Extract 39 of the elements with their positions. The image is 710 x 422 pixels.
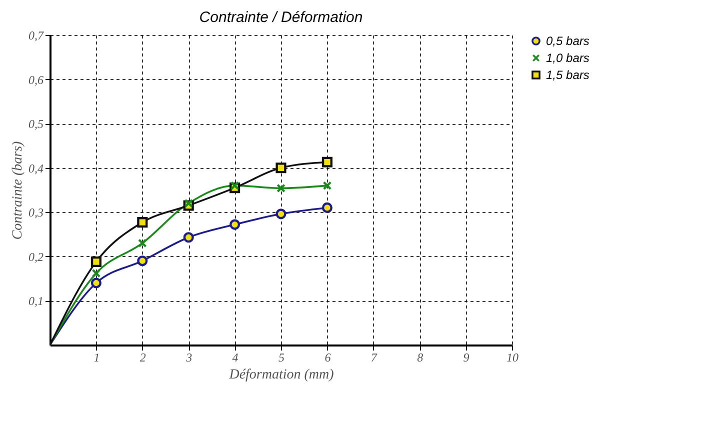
y-tick-label: 0,1: [28, 294, 44, 308]
x-tick-label: 1: [94, 350, 100, 364]
point: [276, 184, 286, 193]
point: [230, 181, 240, 190]
x-axis-title: Déformation (mm): [228, 368, 334, 382]
x-tick-label: 3: [185, 350, 192, 364]
point: [322, 181, 332, 190]
y-tick-label: 0,3: [28, 206, 44, 220]
legend-label: 1,0 bars: [546, 51, 590, 65]
y-tick-label: 0,7: [28, 28, 44, 42]
point: [184, 198, 194, 208]
x-tick-label: 5: [278, 350, 284, 364]
y-tick-label: 0,2: [28, 250, 44, 264]
point: [322, 156, 332, 168]
point: [137, 217, 148, 228]
x-tick-label: 2: [140, 350, 146, 364]
legend-label: 0,5 bars: [546, 34, 590, 48]
point: [90, 278, 102, 288]
x-tick-label: 8: [417, 350, 424, 364]
x-tick-label: 6: [324, 350, 331, 364]
legend-label: 1,5 bars: [546, 68, 590, 82]
point: [183, 232, 194, 243]
y-axis-title: Contrainte (bars): [10, 140, 26, 240]
y-tick-label: 0,4: [28, 161, 44, 176]
x-tick-label: 10: [506, 350, 518, 364]
point: [138, 238, 147, 248]
point: [276, 162, 286, 174]
y-tick-label: 0,6: [28, 72, 44, 87]
x-tick-label: 4: [232, 350, 238, 364]
y-tick-label: 0,5: [28, 117, 44, 132]
point: [92, 268, 101, 278]
chart-title: Contrainte / Déformation: [199, 9, 363, 26]
point: [276, 208, 286, 220]
x-tick-label: 7: [370, 350, 378, 364]
x-tick-label: 9: [463, 350, 470, 364]
point: [230, 219, 240, 230]
point: [90, 256, 102, 268]
point: [137, 256, 148, 266]
point: [322, 202, 332, 213]
